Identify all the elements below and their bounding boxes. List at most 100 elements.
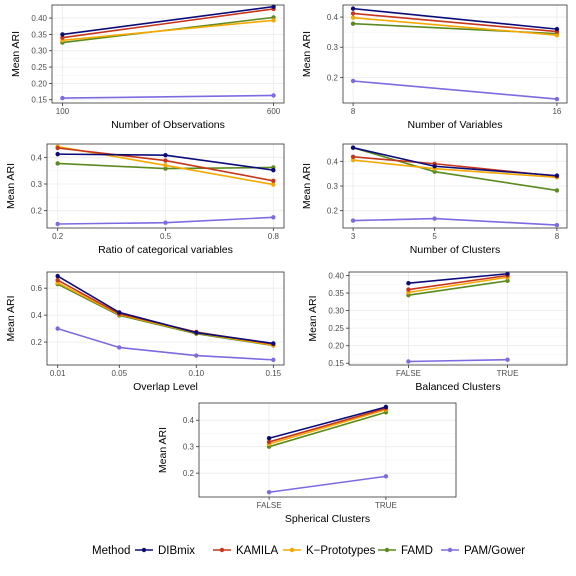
series-line-famd — [408, 279, 508, 296]
series-line-k-prototypes — [408, 276, 508, 294]
y-tick-label: 0.4 — [31, 153, 43, 162]
x-axis-title: Ratio of categorical variables — [98, 244, 233, 256]
data-point-pam-gower — [271, 215, 276, 220]
panel-5: 0.2 0.4 0.6 0.01 0.05 0.10 0.15 Overlap Level Me… — [5, 271, 285, 393]
legend-key-point — [141, 547, 147, 553]
series-line-pam-gower — [62, 94, 274, 99]
x-tick-label: 5 — [432, 232, 437, 241]
y-tick-label: 0.15 — [328, 359, 344, 368]
x-tick-label: 0.01 — [50, 369, 66, 378]
panel-4: 0.2 0.3 0.4 3 5 8 Number of Clusters Mean ARI — [301, 143, 568, 256]
data-point-famd — [505, 278, 510, 283]
x-tick-label: 0.10 — [189, 369, 205, 378]
series-line-k-prototypes — [62, 19, 274, 42]
data-point-kamila — [350, 154, 356, 160]
data-point-dibmix — [350, 6, 356, 11]
y-tick-label: 0.3 — [31, 180, 43, 189]
data-point-k-prototypes — [350, 157, 356, 163]
series-line-pam-gower — [353, 80, 557, 100]
y-axis-title: Mean ARI — [307, 295, 319, 341]
y-axis-title: Mean ARI — [301, 163, 313, 209]
series-line-kamila — [268, 407, 387, 443]
legend-label: FAMD — [401, 545, 433, 557]
y-tick-label: 0.3 — [183, 443, 195, 452]
data-point-dibmix — [55, 151, 60, 157]
legend-key-point — [289, 547, 295, 553]
series-line-pam-gower — [353, 217, 557, 226]
panel-6: 0.15 0.20 0.25 0.30 0.35 0.40 FALSE TRUE Balance… — [307, 271, 568, 393]
data-point-pam-gower — [271, 93, 276, 98]
panel-border — [348, 271, 568, 366]
x-axis-title: Spherical Clusters — [285, 513, 370, 525]
data-point-pam-gower — [554, 96, 560, 102]
data-point-pam-gower — [432, 216, 437, 221]
series-line-pam-gower — [408, 358, 508, 363]
x-tick-label: 100 — [56, 107, 70, 116]
y-tick-label: 0.15 — [31, 96, 47, 105]
data-point-dibmix — [55, 273, 60, 279]
x-axis-title: Balanced Clusters — [415, 381, 500, 393]
data-point-pam-gower — [406, 359, 411, 364]
y-tick-label: 0.3 — [327, 182, 339, 191]
x-tick-label: TRUE — [497, 369, 519, 378]
data-point-k-prototypes — [350, 15, 356, 20]
y-tick-label: 0.40 — [31, 14, 47, 23]
panel-border — [46, 271, 285, 366]
data-point-pam-gower — [55, 326, 60, 331]
y-tick-label: 0.4 — [327, 13, 339, 22]
data-point-pam-gower — [350, 218, 356, 223]
panel-2: 0.2 0.3 0.4 8 16 Number of Variables Mean ARI — [301, 4, 568, 131]
legend-item-famd: FAMD — [378, 545, 433, 557]
y-tick-label: 0.6 — [31, 284, 43, 293]
legend-item-kamila: KAMILA — [213, 545, 279, 557]
series-line-pam-gower — [57, 327, 274, 361]
y-tick-label: 0.2 — [327, 207, 339, 216]
legend-title: Method — [92, 545, 130, 557]
y-tick-label: 0.4 — [183, 416, 195, 425]
y-tick-label: 0.2 — [31, 207, 43, 216]
legend-key-point — [219, 547, 225, 553]
data-point-famd — [55, 161, 60, 166]
data-point-famd — [350, 21, 356, 26]
y-tick-label: 0.35 — [31, 30, 47, 39]
y-axis-title: Mean ARI — [301, 31, 313, 77]
y-tick-label: 0.20 — [31, 79, 47, 88]
y-tick-label: 0.2 — [327, 73, 339, 82]
y-tick-label: 0.25 — [328, 324, 344, 333]
data-point-dibmix — [350, 145, 356, 150]
series-line-famd — [268, 411, 387, 448]
panel-border — [198, 402, 457, 498]
y-tick-label: 0.20 — [328, 342, 344, 351]
panel-7: 0.2 0.3 0.4 FALSE TRUE Spherical Clusters Mean… — [157, 402, 457, 525]
data-point-pam-gower — [163, 220, 168, 225]
x-tick-label: 0.05 — [111, 369, 127, 378]
y-tick-label: 0.25 — [31, 63, 47, 72]
y-tick-label: 0.30 — [328, 307, 344, 316]
data-point-dibmix — [163, 153, 168, 158]
data-point-dibmix — [505, 271, 510, 276]
data-point-dibmix — [60, 32, 65, 37]
x-axis-title: Overlap Level — [133, 381, 198, 393]
x-tick-label: 0.8 — [268, 232, 280, 241]
y-tick-label: 0.4 — [327, 157, 339, 166]
legend-key-point — [447, 547, 453, 553]
x-axis-title: Number of Observations — [111, 119, 225, 131]
x-tick-label: 0.15 — [266, 369, 282, 378]
data-point-k-prototypes — [554, 32, 560, 38]
x-tick-label: 8 — [555, 232, 560, 241]
series-line-dibmix — [408, 272, 508, 285]
x-tick-label: 0.2 — [52, 232, 64, 241]
legend-label: KAMILA — [236, 545, 279, 557]
series-line-k-prototypes — [57, 282, 274, 346]
data-point-dibmix — [383, 404, 389, 410]
panel-border — [51, 4, 285, 104]
x-axis-title: Number of Variables — [408, 119, 503, 131]
data-point-dibmix — [554, 173, 560, 178]
y-tick-label: 0.2 — [31, 338, 43, 347]
data-point-pam-gower — [194, 353, 199, 358]
data-point-dibmix — [117, 310, 122, 315]
data-point-pam-gower — [271, 357, 276, 363]
data-point-pam-gower — [505, 357, 510, 362]
data-point-pam-gower — [60, 95, 65, 101]
